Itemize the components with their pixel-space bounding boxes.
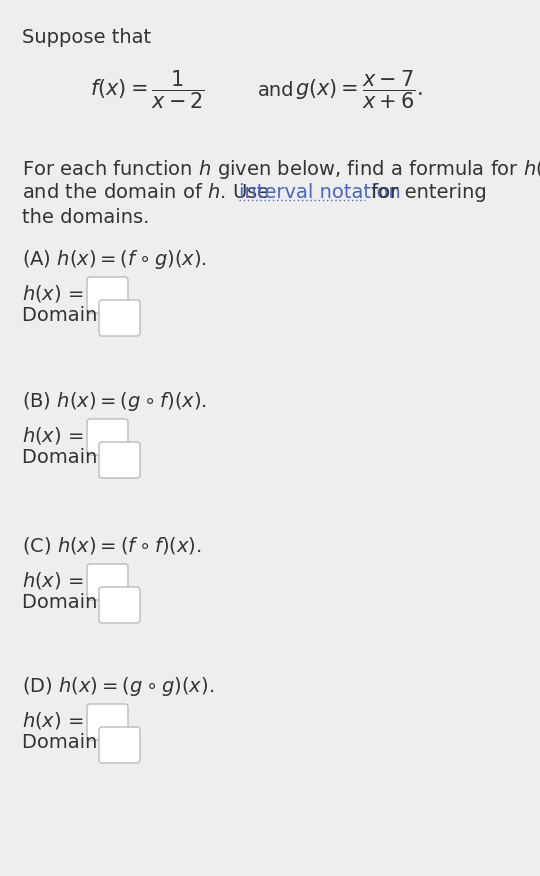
Text: for entering: for entering [365, 183, 487, 202]
Text: $g(x) = \dfrac{x-7}{x+6}$.: $g(x) = \dfrac{x-7}{x+6}$. [295, 68, 423, 111]
Text: (A) $h(x) = (f \circ g)(x).$: (A) $h(x) = (f \circ g)(x).$ [22, 248, 207, 271]
Text: Domain =: Domain = [22, 306, 120, 325]
FancyBboxPatch shape [87, 704, 128, 740]
Text: $h(x)$ =: $h(x)$ = [22, 283, 84, 304]
FancyBboxPatch shape [99, 587, 140, 623]
FancyBboxPatch shape [99, 727, 140, 763]
FancyBboxPatch shape [87, 277, 128, 313]
Text: (C) $h(x) = (f \circ f)(x).$: (C) $h(x) = (f \circ f)(x).$ [22, 535, 202, 556]
Text: the domains.: the domains. [22, 208, 150, 227]
Text: $f(x) = \dfrac{1}{x-2}$: $f(x) = \dfrac{1}{x-2}$ [90, 68, 205, 111]
Text: $h(x)$ =: $h(x)$ = [22, 710, 84, 731]
Text: Domain =: Domain = [22, 448, 120, 467]
FancyBboxPatch shape [99, 300, 140, 336]
Text: $h(x)$ =: $h(x)$ = [22, 425, 84, 446]
Text: (B) $h(x) = (g \circ f)(x).$: (B) $h(x) = (g \circ f)(x).$ [22, 390, 207, 413]
Text: (D) $h(x) = (g \circ g)(x).$: (D) $h(x) = (g \circ g)(x).$ [22, 675, 214, 698]
FancyBboxPatch shape [87, 419, 128, 455]
Text: Suppose that: Suppose that [22, 28, 151, 47]
Text: Domain =: Domain = [22, 733, 120, 752]
Text: interval notation: interval notation [239, 183, 401, 202]
Text: and the domain of $h$. Use: and the domain of $h$. Use [22, 183, 271, 202]
Text: For each function $h$ given below, find a formula for $h(x)$: For each function $h$ given below, find … [22, 158, 540, 181]
Text: Domain =: Domain = [22, 593, 120, 612]
Text: $h(x)$ =: $h(x)$ = [22, 570, 84, 591]
FancyBboxPatch shape [99, 442, 140, 478]
FancyBboxPatch shape [87, 564, 128, 600]
Text: and: and [258, 81, 294, 100]
